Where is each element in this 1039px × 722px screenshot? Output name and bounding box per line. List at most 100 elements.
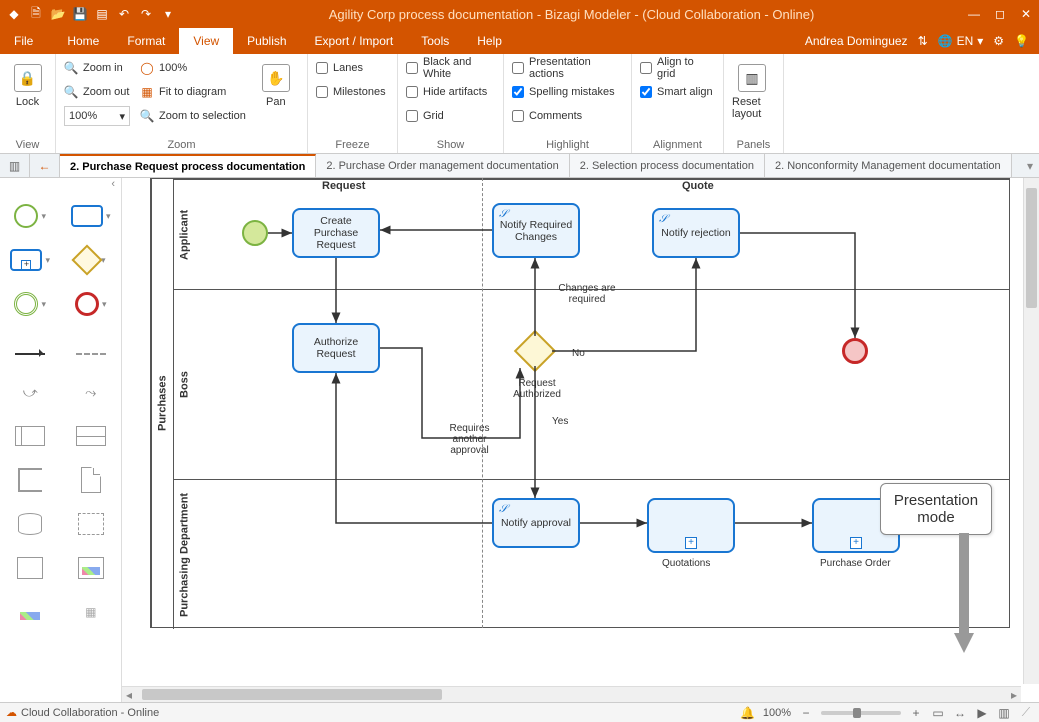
minimize-icon[interactable]: — [965, 5, 983, 23]
palette-sequence-flow[interactable] [0, 326, 61, 370]
settings-icon[interactable]: ⚙ [993, 34, 1004, 48]
qat-new-icon[interactable]: 🗎 [26, 4, 46, 24]
palette-task[interactable]: ▾ [61, 194, 122, 238]
qat-saveall-icon[interactable]: ▤ [92, 4, 112, 24]
task-quotations[interactable]: + [647, 498, 735, 553]
app-icon[interactable]: ◆ [4, 4, 24, 24]
palette-data-store[interactable] [0, 502, 61, 546]
milestones-checkbox[interactable]: Milestones [316, 82, 386, 102]
lane-boss[interactable]: Boss [173, 289, 1009, 479]
tab-dropdown-icon[interactable]: ▾ [1027, 159, 1033, 173]
horizontal-scrollbar[interactable]: ◂ ▸ [122, 686, 1021, 702]
menu-export-import[interactable]: Export / Import [301, 28, 408, 54]
fit-width-icon[interactable]: ↔ [953, 706, 967, 720]
qat-open-icon[interactable]: 📂 [48, 4, 68, 24]
task-notify-changes[interactable]: 𝒮Notify Required Changes [492, 203, 580, 258]
vertical-scrollbar[interactable] [1023, 178, 1039, 684]
bw-checkbox[interactable]: Black and White [406, 58, 495, 78]
palette-connector[interactable]: ⤳ [61, 370, 122, 414]
scroll-left-icon[interactable]: ◂ [122, 688, 136, 702]
resize-grip-icon[interactable]: ⟋ [1019, 706, 1033, 720]
start-event[interactable] [242, 220, 268, 246]
zoom-out-status-icon[interactable]: − [799, 706, 813, 720]
cloud-icon: ☁ [6, 706, 17, 719]
spelling-checkbox[interactable]: Spelling mistakes [512, 82, 623, 102]
palette-collapse-icon[interactable]: ‹ [0, 178, 121, 194]
fit-diagram-button[interactable]: ▦Fit to diagram [140, 82, 246, 102]
zoom-in-status-icon[interactable]: + [909, 706, 923, 720]
menu-format[interactable]: Format [113, 28, 179, 54]
menu-home[interactable]: Home [53, 28, 113, 54]
tab-selection[interactable]: 2. Selection process documentation [570, 154, 765, 177]
language-selector[interactable]: 🌐 EN ▾ [938, 34, 984, 48]
qat-undo-icon[interactable]: ↶ [114, 4, 134, 24]
lanes-checkbox[interactable]: Lanes [316, 58, 386, 78]
zoom-in-button[interactable]: 🔍Zoom in [64, 58, 130, 78]
fit-page-icon[interactable]: ▭ [931, 706, 945, 720]
lock-label: Lock [16, 96, 39, 108]
palette-gateway[interactable]: ▾ [61, 238, 122, 282]
user-name[interactable]: Andrea Dominguez [805, 34, 908, 48]
end-event[interactable] [842, 338, 868, 364]
palette-image[interactable] [61, 546, 122, 590]
diagram-canvas[interactable]: Purchases Applicant Boss Purchasing Depa… [122, 178, 1021, 684]
tab-purchase-order[interactable]: 2. Purchase Order management documentati… [316, 154, 569, 177]
palette-milestone[interactable] [0, 546, 61, 590]
group-highlight-label: Highlight [512, 137, 623, 151]
task-notify-rejection[interactable]: 𝒮Notify rejection [652, 208, 740, 258]
menu-publish[interactable]: Publish [233, 28, 300, 54]
zoom-select[interactable]: 100%▾ [64, 106, 130, 126]
zoom-in-icon: 🔍 [64, 61, 78, 75]
zoom-selection-button[interactable]: 🔍Zoom to selection [140, 106, 246, 126]
lock-button[interactable]: 🔒 Lock [8, 58, 47, 108]
palette-text[interactable] [0, 590, 61, 634]
palette-association[interactable]: ⤻ [0, 370, 61, 414]
tab-purchase-request[interactable]: 2. Purchase Request process documentatio… [60, 154, 316, 177]
menu-view[interactable]: View [179, 28, 233, 54]
palette-intermediate[interactable]: ▾ [0, 282, 61, 326]
palette-lane[interactable] [61, 414, 122, 458]
zoom-100-button[interactable]: ◯100% [140, 58, 246, 78]
scroll-right-icon[interactable]: ▸ [1007, 688, 1021, 702]
qat-save-icon[interactable]: 💾 [70, 4, 90, 24]
reset-layout-button[interactable]: ▥ Reset layout [732, 58, 772, 120]
zoom-slider[interactable] [821, 711, 901, 715]
palette-end-event[interactable]: ▾ [61, 282, 122, 326]
task-create-request[interactable]: Create Purchase Request [292, 208, 380, 258]
grid-checkbox[interactable]: Grid [406, 106, 495, 126]
smart-align-checkbox[interactable]: Smart align [640, 82, 715, 102]
qat-more-icon[interactable]: ▾ [158, 4, 178, 24]
presentation-actions-checkbox[interactable]: Presentation actions [512, 58, 623, 78]
notification-icon[interactable]: 🔔 [741, 706, 755, 720]
palette-message-flow[interactable] [61, 326, 122, 370]
pan-button[interactable]: ✋ Pan [256, 58, 296, 108]
align-grid-checkbox[interactable]: Align to grid [640, 58, 715, 78]
hide-artifacts-checkbox[interactable]: Hide artifacts [406, 82, 495, 102]
palette-data-object[interactable] [61, 458, 122, 502]
window-title: Agility Corp process documentation - Biz… [178, 7, 965, 22]
callout-presentation-mode: Presentation mode [880, 483, 992, 535]
palette-subprocess[interactable]: ▾ [0, 238, 61, 282]
lightbulb-icon[interactable]: 💡 [1014, 34, 1029, 48]
menu-tools[interactable]: Tools [407, 28, 463, 54]
tab-overview-icon[interactable]: ▥ [0, 154, 30, 177]
comments-checkbox[interactable]: Comments [512, 106, 623, 126]
presentation-mode-icon[interactable]: ▶ [975, 706, 989, 720]
palette-formatted[interactable]: ▦ [61, 590, 122, 634]
tab-back-icon[interactable]: ← [30, 154, 60, 177]
qat-redo-icon[interactable]: ↷ [136, 4, 156, 24]
menu-help[interactable]: Help [463, 28, 516, 54]
palette-pool[interactable] [0, 414, 61, 458]
maximize-icon[interactable]: ◻ [991, 5, 1009, 23]
palette-group[interactable] [61, 502, 122, 546]
menu-file[interactable]: File [0, 28, 53, 54]
close-icon[interactable]: ✕ [1017, 5, 1035, 23]
tab-nonconformity[interactable]: 2. Nonconformity Management documentatio… [765, 154, 1012, 177]
sync-icon[interactable]: ⇅ [918, 34, 928, 48]
palette-start-event[interactable]: ▾ [0, 194, 61, 238]
zoom-out-button[interactable]: 🔍Zoom out [64, 82, 130, 102]
palette-annotation[interactable] [0, 458, 61, 502]
task-authorize[interactable]: Authorize Request [292, 323, 380, 373]
task-notify-approval[interactable]: 𝒮Notify approval [492, 498, 580, 548]
view-mode-icon[interactable]: ▥ [997, 706, 1011, 720]
